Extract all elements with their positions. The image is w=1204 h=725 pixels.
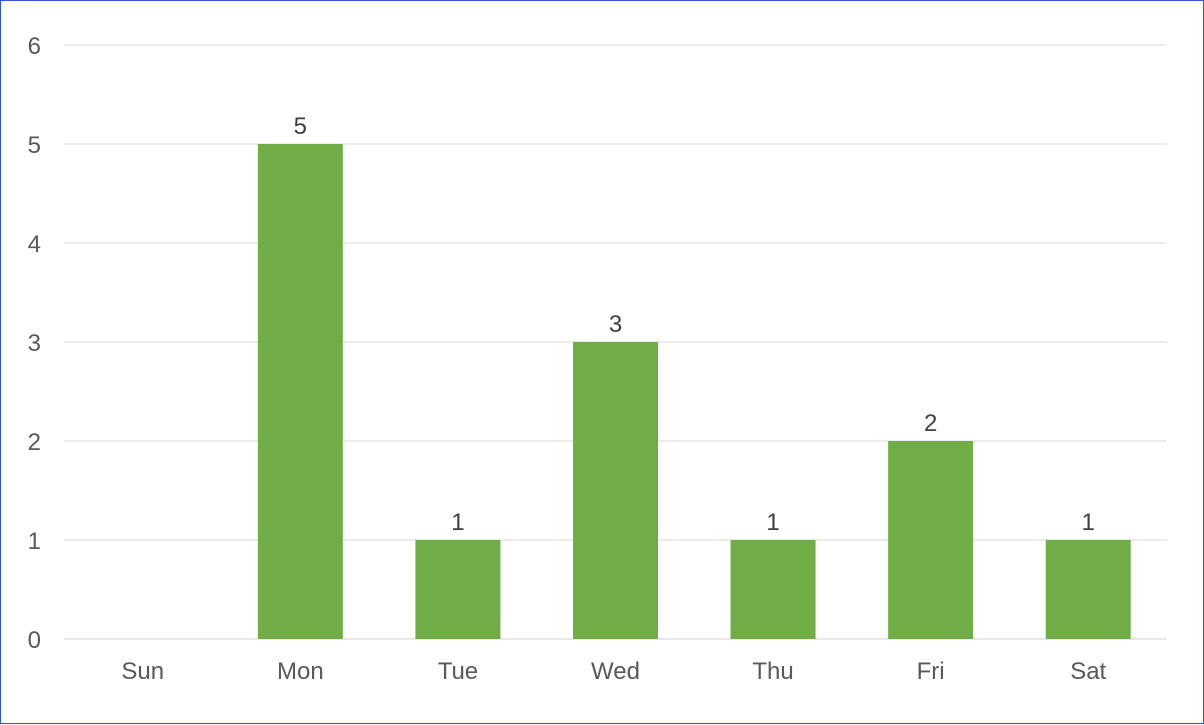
data-label-sat: 1 — [1082, 509, 1095, 536]
data-label-mon: 5 — [294, 113, 307, 140]
x-category-label: Tue — [438, 658, 478, 685]
x-category-label: Fri — [917, 658, 945, 685]
y-tick-label: 0 — [28, 627, 41, 654]
x-category-label: Thu — [752, 658, 793, 685]
y-tick-label: 2 — [28, 429, 41, 456]
bar-fri — [888, 441, 974, 639]
y-tick-label: 4 — [28, 231, 41, 258]
bar-mon — [257, 144, 343, 639]
bar-tue — [415, 540, 501, 639]
y-tick-label: 1 — [28, 528, 41, 555]
data-label-tue: 1 — [451, 509, 464, 536]
y-tick-label: 5 — [28, 132, 41, 159]
y-tick-label: 3 — [28, 330, 41, 357]
bars — [257, 144, 1131, 639]
grid-lines — [64, 44, 1167, 640]
labels: 0 1 2 3 4 5 6 Sun Mon 5 Tue 1 Wed 3 Thu 1 Fri 2 Sat 1 — [28, 33, 1107, 685]
data-label-thu: 1 — [766, 509, 779, 536]
x-category-label: Sat — [1070, 658, 1106, 685]
data-label-fri: 2 — [924, 410, 937, 437]
bar-sat — [1045, 540, 1131, 639]
x-category-label: Mon — [277, 658, 324, 685]
bar-wed — [573, 342, 658, 639]
x-category-label: Sun — [121, 658, 164, 685]
bar-thu — [730, 540, 816, 639]
data-label-wed: 3 — [609, 311, 622, 338]
y-tick-label: 6 — [28, 33, 41, 60]
x-category-label: Wed — [591, 658, 640, 685]
